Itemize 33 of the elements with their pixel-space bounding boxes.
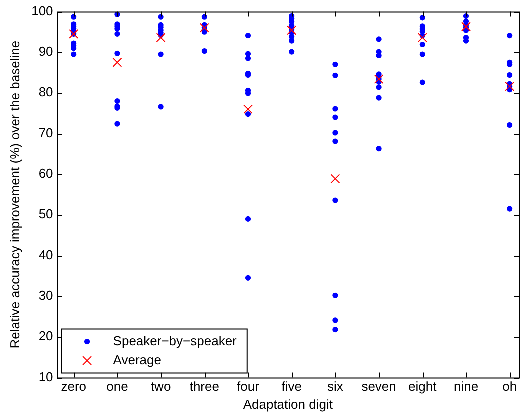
x-tick-label: two [150,379,172,394]
y-axis-title: Relative accuracy improvement (%) over the baseline [7,40,22,349]
y-tick-label: 100 [32,3,54,18]
y-tick-label: 10 [38,369,54,384]
x-tick-label: nine [454,379,479,394]
x-tick-label: five [282,379,302,394]
point [112,58,122,68]
point [287,26,297,36]
y-tick-label: 70 [38,125,54,140]
point [330,174,340,184]
point [200,23,210,33]
y-tick-label: 40 [38,247,54,262]
point [156,33,166,43]
legend-label: Average [113,352,162,368]
x-tick-label: zero [61,379,87,394]
x-tick-label: one [106,379,128,394]
x-tick-label: three [190,379,220,394]
x-axis-title: Adaptation digit [243,396,334,412]
point [418,33,428,43]
legend-label: Speaker−by−speaker [113,333,238,348]
y-tick-label: 50 [38,206,54,222]
y-tick-label: 20 [38,328,54,344]
y-tick-label: 80 [38,84,54,100]
x-tick-label: oh [502,379,518,394]
x-tick-label: six [328,379,344,394]
x-tick-label: eight [408,379,438,394]
y-tick-label: 30 [38,288,54,304]
point [244,104,253,114]
point [462,22,471,32]
x-tick-label: four [237,379,260,394]
x-tick-label: seven [362,379,396,394]
y-tick-label: 60 [38,166,54,182]
y-tick-label: 90 [38,44,54,60]
